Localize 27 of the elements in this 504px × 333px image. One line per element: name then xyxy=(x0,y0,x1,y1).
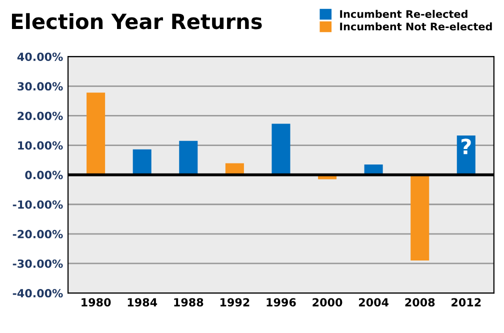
y-tick-label: 10.00% xyxy=(18,141,63,150)
x-tick-label: 1992 xyxy=(220,298,250,306)
bar xyxy=(272,124,290,175)
y-tick-label: -20.00% xyxy=(12,230,63,238)
y-tick-label: 20.00% xyxy=(18,112,63,120)
bar xyxy=(179,140,198,175)
annotation: ? xyxy=(462,138,471,154)
y-tick-label: -10.00% xyxy=(12,200,63,209)
chart-title: Election Year Returns xyxy=(12,13,262,30)
x-tick-label: 1996 xyxy=(266,298,296,306)
y-tick-label: 0.00% xyxy=(25,170,63,180)
x-tick-label: 1980 xyxy=(82,298,111,306)
x-tick-label: 1988 xyxy=(174,298,204,306)
legend-label: Incumbent Re-elected xyxy=(340,10,468,18)
legend-label: Incumbent Not Re-elected xyxy=(340,22,492,30)
bar xyxy=(132,149,152,175)
y-tick-label: 30.00% xyxy=(18,82,63,91)
x-tick-label: 2012 xyxy=(452,298,481,306)
y-tick-label: 40.00% xyxy=(17,52,63,61)
x-tick-label: 1984 xyxy=(128,298,158,306)
x-tick-label: 2000 xyxy=(312,298,342,306)
bar xyxy=(86,92,106,175)
y-tick-label: -30.00% xyxy=(12,259,63,268)
x-tick-label: 2008 xyxy=(405,298,435,306)
y-tick-label: -40.00% xyxy=(12,289,63,298)
x-tick-label: 2004 xyxy=(358,298,389,306)
bar xyxy=(410,174,430,261)
